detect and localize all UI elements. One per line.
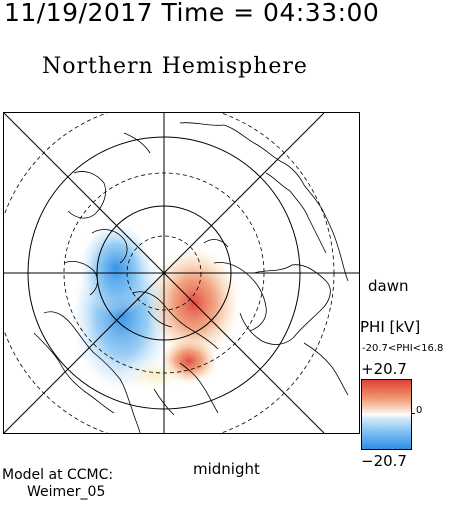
legend-range: -20.7<PHI<16.8 (362, 343, 444, 354)
midnight-label: midnight (193, 460, 260, 478)
meridian-lines (4, 113, 359, 433)
model-label: Model at CCMC: (2, 467, 114, 483)
colorbar-gradient (362, 380, 411, 449)
model-name: Weimer_05 (27, 484, 106, 500)
legend-max-label: +20.7 (361, 360, 407, 378)
polar-map (3, 112, 360, 434)
polar-map-svg (4, 113, 359, 433)
hemisphere-title: Northern Hemisphere (42, 54, 308, 79)
datetime-header: 11/19/2017 Time = 04:33:00 (4, 0, 380, 27)
negative-cell-upper (78, 220, 154, 316)
dawn-label: dawn (368, 277, 409, 295)
colorbar (361, 379, 412, 450)
colorbar-zero-label: 0 (416, 405, 423, 416)
potential-pattern (70, 220, 242, 394)
colorbar-zero-tick (411, 413, 415, 414)
legend-title: PHI [kV] (360, 318, 421, 336)
coastlines (33, 122, 349, 433)
transition-zone (119, 357, 189, 393)
legend-min-label: −20.7 (361, 452, 407, 470)
